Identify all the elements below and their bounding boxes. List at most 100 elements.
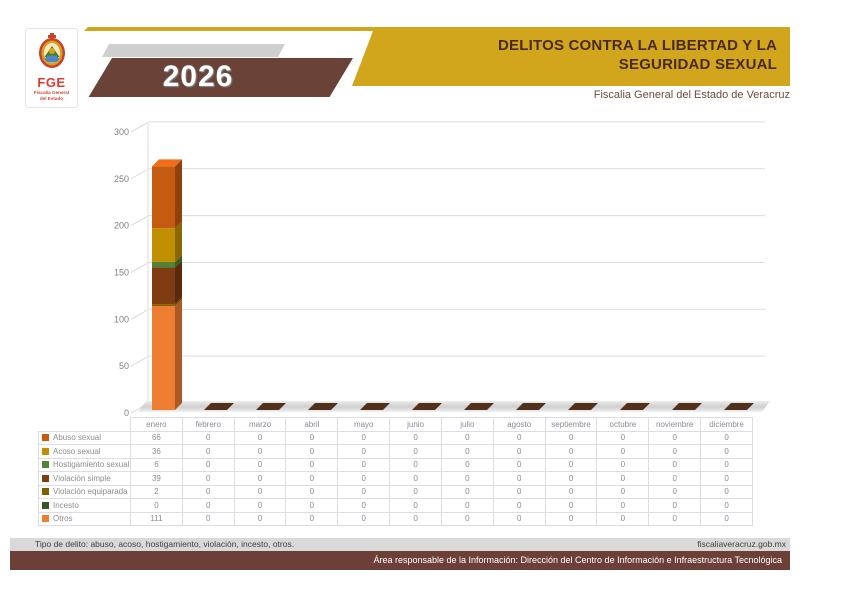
bar-segment-front [152, 228, 175, 262]
month-header: noviembre [648, 417, 702, 432]
legend-swatch-icon [42, 501, 49, 509]
value-cell: 0 [389, 511, 442, 526]
value-cell: 0 [544, 457, 598, 472]
tick-connector [130, 263, 148, 273]
logo-org-line1: Fiscalía General [33, 90, 70, 95]
page-title-line1: DELITOS CONTRA LA LIBERTAD Y LA [498, 37, 777, 54]
value-cell: 0 [596, 484, 650, 499]
value-cell: 0 [440, 498, 494, 513]
value-cell: 0 [440, 484, 494, 499]
value-cell: 0 [233, 457, 287, 472]
table-corner-cell [38, 417, 131, 432]
value-cell: 0 [544, 484, 598, 499]
value-cell: 66 [130, 430, 183, 445]
table-row: Otros 111 0 0 0 0 0 0 0 0 0 0 0 [38, 511, 753, 526]
value-cell: 0 [544, 471, 598, 486]
value-cell: 0 [492, 444, 546, 459]
series-label-cell: Hostigamiento sexual [38, 457, 131, 472]
value-cell: 0 [285, 444, 339, 459]
value-cell: 0 [648, 484, 702, 499]
bar-segment-front [152, 267, 175, 305]
value-cell: 0 [389, 471, 442, 486]
year-label: 2026 [162, 60, 234, 93]
value-cell: 0 [389, 498, 442, 513]
table-body: Abuso sexual 66 0 0 0 0 0 0 0 0 0 0 0 Acoso sexual 36 0… [38, 430, 753, 526]
value-cell: 111 [130, 511, 183, 526]
series-label-cell: Violación simple [38, 471, 131, 486]
value-cell: 0 [181, 430, 235, 445]
value-cell: 0 [648, 430, 702, 445]
bar-segment-side [175, 297, 182, 306]
value-cell: 0 [181, 457, 235, 472]
value-cell: 0 [285, 484, 339, 499]
legend-swatch-icon [42, 515, 49, 523]
legend-swatch-icon [42, 461, 49, 469]
bar-segment-side [175, 254, 182, 268]
crime-type-note: Tipo de delito: abuso, acoso, hostigamie… [35, 539, 295, 549]
value-cell: 0 [648, 457, 702, 472]
bar-top-face [152, 159, 182, 167]
table-row: Incesto 0 0 0 0 0 0 0 0 0 0 0 0 [38, 498, 753, 513]
value-cell: 0 [700, 430, 753, 445]
logo-acronym: FGE [37, 75, 66, 90]
series-label-cell: Violación equiparada [38, 484, 131, 499]
value-cell: 0 [389, 484, 442, 499]
series-label-cell: Acoso sexual [38, 444, 131, 459]
month-header: junio [389, 417, 442, 432]
bar-segment-side [175, 298, 182, 410]
tick-connector [130, 216, 148, 227]
zero-value-marker [360, 403, 390, 410]
value-cell: 0 [596, 471, 650, 486]
table-row: Violación equiparada 2 0 0 0 0 0 0 0 0 0 0 0 [38, 484, 753, 499]
month-header: julio [440, 417, 494, 432]
tick-connector [130, 169, 148, 180]
value-cell: 0 [596, 498, 650, 513]
value-cell: 0 [544, 511, 598, 526]
value-cell: 0 [700, 511, 753, 526]
value-cell: 0 [337, 471, 391, 486]
value-cell: 0 [596, 430, 650, 445]
value-cell: 0 [440, 430, 494, 445]
value-cell: 0 [285, 511, 339, 526]
value-cell: 0 [492, 511, 546, 526]
page-title: DELITOS CONTRA LA LIBERTAD Y LA SEGURIDA… [360, 36, 777, 74]
value-cell: 0 [389, 430, 442, 445]
value-cell: 2 [130, 484, 183, 499]
table-row: Violación simple 39 0 0 0 0 0 0 0 0 0 0 0 [38, 471, 753, 486]
table-row: Abuso sexual 66 0 0 0 0 0 0 0 0 0 0 0 [38, 430, 753, 445]
y-axis-tick-label: 100 [114, 314, 129, 324]
zero-value-marker [308, 403, 338, 410]
legend-swatch-icon [42, 434, 49, 442]
value-cell: 0 [130, 498, 183, 513]
website-text: fiscaliaveracruz.gob.mx [697, 539, 786, 549]
y-axis-tick-label: 150 [114, 267, 129, 277]
value-cell: 0 [492, 471, 546, 486]
fge-crest-icon [38, 33, 65, 68]
responsibility-text: Área responsable de la Información: Dire… [373, 555, 782, 565]
tick-connector [130, 122, 148, 133]
value-cell: 0 [233, 484, 287, 499]
legend-swatch-icon [42, 488, 49, 496]
y-axis-tick-label: 0 [124, 408, 129, 418]
value-cell: 0 [285, 430, 339, 445]
series-label-cell: Abuso sexual [38, 430, 131, 445]
page-subtitle: Fiscalia General del Estado de Veracruz [593, 89, 790, 101]
table-row: Acoso sexual 36 0 0 0 0 0 0 0 0 0 0 0 [38, 444, 753, 459]
table-header-row: enero febrero marzo abril mayo junio julio agos… [38, 417, 753, 432]
value-cell: 0 [544, 430, 598, 445]
value-cell: 0 [440, 471, 494, 486]
month-header: enero [130, 417, 183, 432]
value-cell: 0 [492, 430, 546, 445]
zero-value-marker [568, 403, 598, 410]
value-cell: 0 [596, 444, 650, 459]
zero-value-marker [724, 403, 754, 410]
value-cell: 0 [492, 457, 546, 472]
value-cell: 0 [337, 511, 391, 526]
value-cell: 0 [440, 457, 494, 472]
series-label-cell: Otros [38, 511, 131, 526]
value-cell: 0 [700, 498, 753, 513]
value-cell: 0 [700, 457, 753, 472]
tick-connector [130, 309, 148, 320]
tick-connector [130, 356, 148, 367]
